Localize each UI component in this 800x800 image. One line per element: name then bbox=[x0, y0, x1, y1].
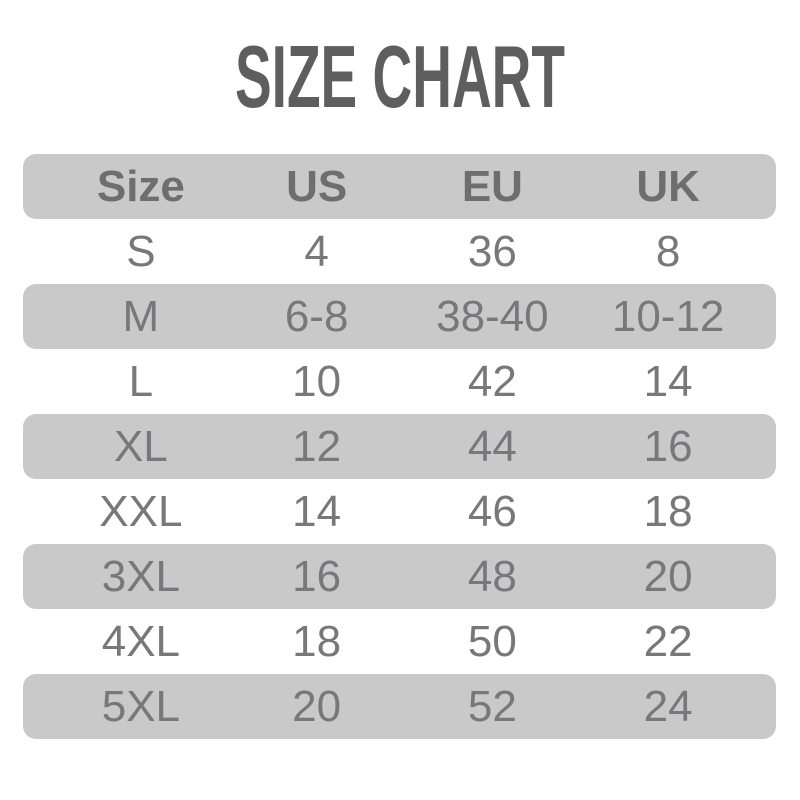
cell-size: 3XL bbox=[101, 551, 181, 601]
table-row-xl: XL 12 44 16 bbox=[23, 414, 776, 479]
page-title: SIZE CHART bbox=[0, 33, 800, 121]
table-row-xxl: XXL 14 46 18 bbox=[23, 479, 776, 544]
cell-us: 20 bbox=[292, 681, 342, 731]
cell-uk: 22 bbox=[643, 616, 693, 666]
column-header-size: Size bbox=[96, 161, 185, 211]
size-table: Size US EU UK S 4 36 8 M 6-8 38-40 10-12… bbox=[23, 154, 776, 739]
cell-uk: 10-12 bbox=[611, 291, 725, 341]
cell-us: 14 bbox=[292, 486, 342, 536]
cell-uk: 8 bbox=[655, 226, 681, 276]
cell-us: 10 bbox=[292, 356, 342, 406]
cell-uk: 24 bbox=[643, 681, 693, 731]
cell-uk: 16 bbox=[643, 421, 693, 471]
cell-us: 18 bbox=[292, 616, 342, 666]
cell-size: 4XL bbox=[101, 616, 181, 666]
cell-size: M bbox=[122, 291, 160, 341]
column-header-uk: UK bbox=[636, 161, 700, 211]
table-row-l: L 10 42 14 bbox=[23, 349, 776, 414]
cell-uk: 20 bbox=[643, 551, 693, 601]
cell-us: 16 bbox=[292, 551, 342, 601]
cell-us: 4 bbox=[304, 226, 329, 276]
table-row-m: M 6-8 38-40 10-12 bbox=[23, 284, 776, 349]
cell-us: 6-8 bbox=[284, 291, 349, 341]
cell-size: XL bbox=[113, 421, 168, 471]
cell-size: XXL bbox=[99, 486, 183, 536]
table-row-5xl: 5XL 20 52 24 bbox=[23, 674, 776, 739]
cell-eu: 36 bbox=[467, 226, 517, 276]
cell-eu: 42 bbox=[467, 356, 517, 406]
cell-eu: 38-40 bbox=[436, 291, 549, 341]
cell-size: L bbox=[128, 356, 154, 406]
cell-us: 12 bbox=[292, 421, 342, 471]
cell-uk: 14 bbox=[643, 356, 693, 406]
cell-eu: 46 bbox=[467, 486, 517, 536]
table-row-3xl: 3XL 16 48 20 bbox=[23, 544, 776, 609]
cell-size: S bbox=[126, 226, 156, 276]
cell-eu: 50 bbox=[467, 616, 517, 666]
cell-eu: 48 bbox=[467, 551, 517, 601]
cell-eu: 44 bbox=[467, 421, 517, 471]
table-row-s: S 4 36 8 bbox=[23, 219, 776, 284]
column-header-eu: EU bbox=[461, 161, 523, 211]
page-title-text: SIZE CHART bbox=[235, 27, 565, 126]
cell-eu: 52 bbox=[467, 681, 517, 731]
table-header-row: Size US EU UK bbox=[23, 154, 776, 219]
cell-size: 5XL bbox=[101, 681, 181, 731]
cell-uk: 18 bbox=[643, 486, 693, 536]
table-row-4xl: 4XL 18 50 22 bbox=[23, 609, 776, 674]
column-header-us: US bbox=[286, 161, 348, 211]
